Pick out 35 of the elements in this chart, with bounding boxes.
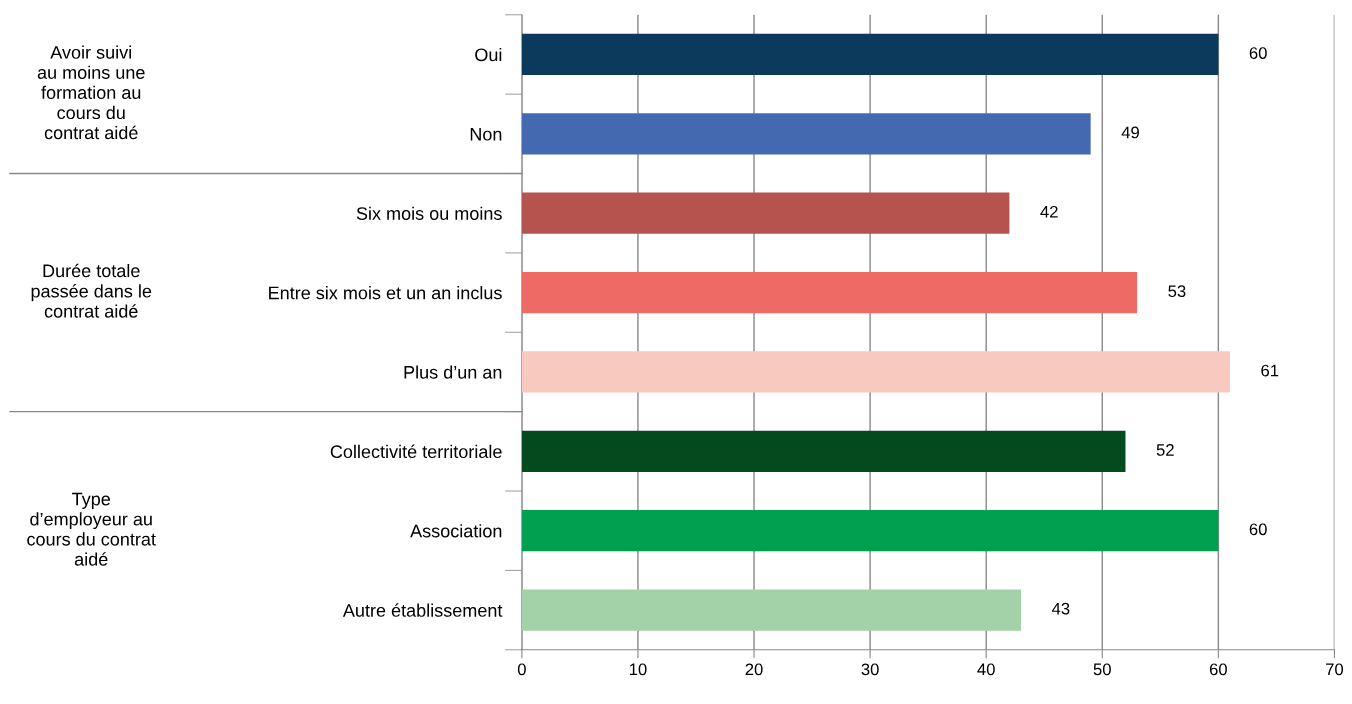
y-tick-label: Plus d’un an — [404, 365, 502, 379]
bar — [521, 430, 1126, 472]
y-tick-label: Non — [470, 127, 502, 141]
data-label: 52 — [1156, 444, 1174, 456]
x-tick-label: 50 — [1093, 663, 1111, 676]
bar — [521, 351, 1230, 393]
bar — [521, 510, 1219, 552]
y-tick-label: Entre six mois et un an inclus — [269, 286, 502, 300]
bar — [521, 33, 1219, 76]
y-tick-label: Oui — [475, 47, 502, 62]
text: Type d’employeur au cours du contrat aidé — [27, 492, 156, 566]
x-tick-label: 60 — [1209, 663, 1227, 676]
x-tick-label: 40 — [977, 663, 995, 676]
data-label: 49 — [1121, 126, 1139, 139]
y-tick-label: Collectivité territoriale — [330, 444, 502, 459]
x-tick-label: 30 — [861, 663, 879, 676]
x-tick-label: 70 — [1326, 663, 1344, 676]
x-tick-label: 0 — [517, 663, 526, 676]
x-tick-label: 20 — [745, 663, 763, 676]
y-tick-label: Autre établissement — [342, 603, 503, 617]
bar — [521, 589, 1022, 631]
bar — [521, 113, 1091, 155]
data-label: 42 — [1040, 205, 1058, 218]
bar — [521, 192, 1010, 234]
data-label: 43 — [1051, 602, 1070, 615]
data-label: 60 — [1249, 523, 1267, 536]
text: Durée totale passée dans le contrat aidé — [31, 263, 152, 318]
data-label: 60 — [1249, 47, 1267, 59]
y-tick-label: Association — [410, 524, 502, 538]
text: Avoir suivi au moins une formation au cours du contrat aidé — [37, 45, 145, 140]
y-tick-label: Six mois ou moins — [356, 206, 502, 220]
data-label: 61 — [1261, 364, 1279, 377]
data-label: 53 — [1168, 285, 1186, 298]
bar — [521, 271, 1138, 314]
x-tick-label: 10 — [629, 663, 647, 676]
